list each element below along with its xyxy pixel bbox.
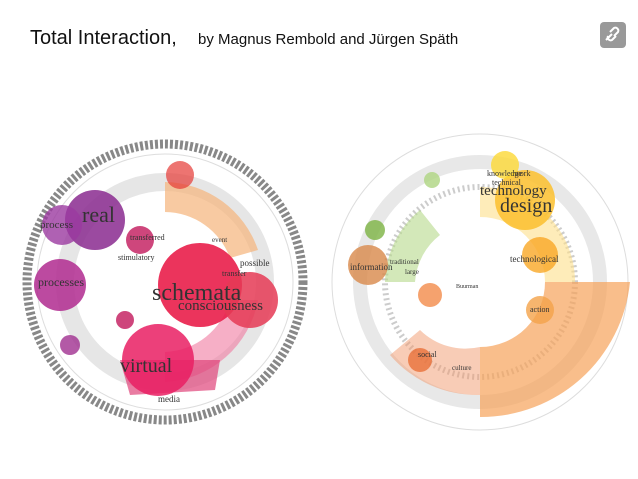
word: processes: [38, 275, 84, 289]
word: stimulatory: [118, 253, 154, 262]
word: process: [40, 219, 73, 231]
word: schemata: [152, 280, 242, 306]
word: large: [405, 268, 419, 276]
word: technological: [510, 254, 559, 264]
byline: by Magnus Rembold and Jürgen Späth: [198, 31, 458, 48]
word: possible: [240, 258, 270, 268]
word: action: [530, 305, 550, 314]
right-graph: technology design knowledge work technic…: [331, 133, 630, 431]
word: Buurman: [456, 284, 478, 290]
word: virtual: [120, 355, 173, 377]
left-graph: real process processes transferred stimu…: [22, 139, 308, 425]
word: real: [82, 202, 115, 227]
word: event: [212, 236, 227, 244]
word: transfer: [222, 269, 247, 278]
link-icon[interactable]: [600, 22, 626, 48]
word: work: [514, 169, 530, 178]
word: media: [158, 394, 180, 404]
word: knowledge: [487, 169, 523, 178]
word: design: [500, 195, 552, 217]
word: technology: [480, 183, 547, 199]
word: transferred: [130, 233, 165, 242]
title: Total Interaction,: [30, 27, 177, 49]
word: technical: [492, 178, 522, 187]
word: consciousness: [178, 298, 263, 314]
word: traditional: [390, 258, 419, 266]
word: culture: [452, 364, 471, 372]
word: social: [418, 350, 437, 359]
word: information: [350, 262, 393, 272]
